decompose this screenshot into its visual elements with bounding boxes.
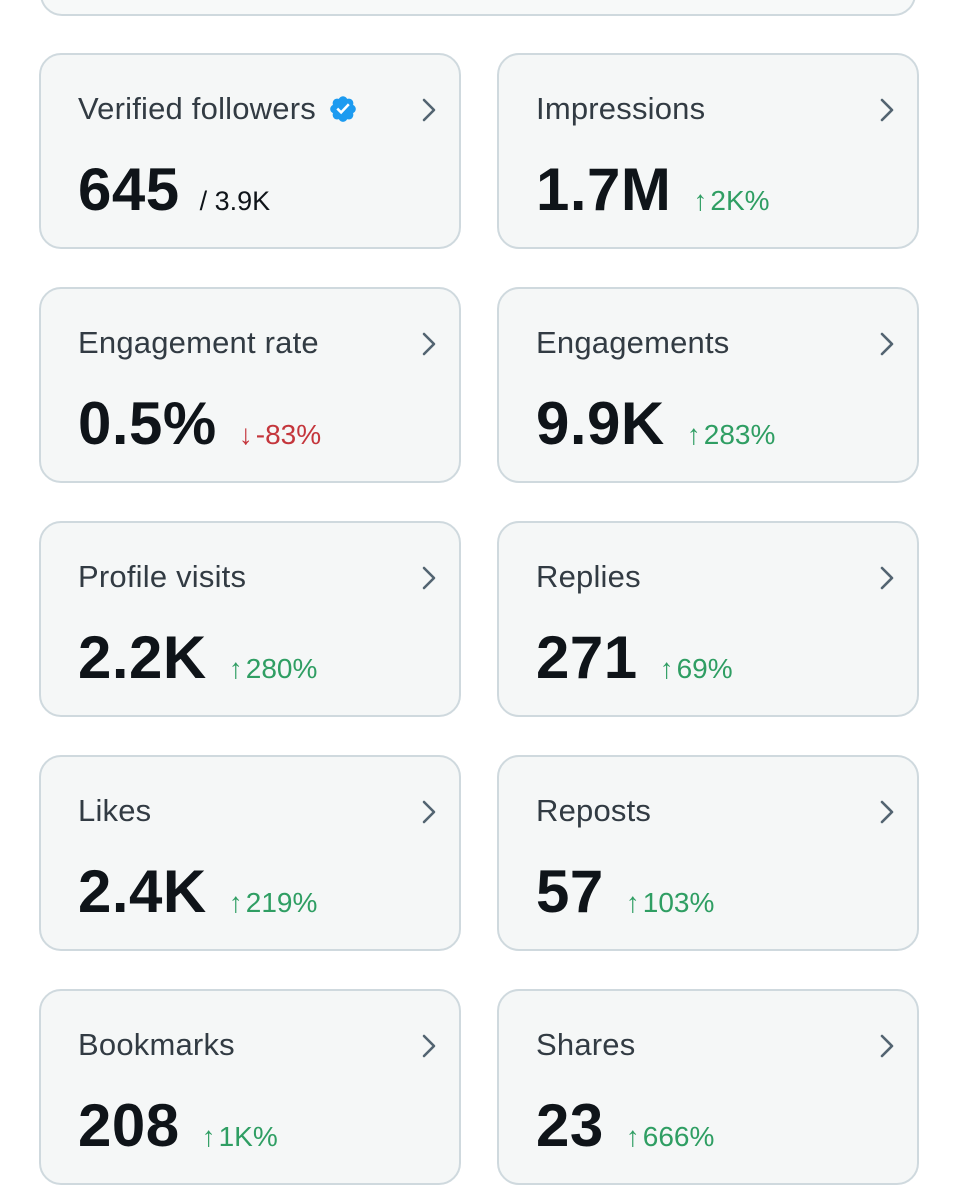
metric-change: ↑ 280%: [229, 653, 318, 685]
chevron-right-icon[interactable]: [875, 563, 899, 593]
card-title: Reposts: [536, 793, 651, 829]
metric-value: 208: [78, 1092, 180, 1159]
metric-value-row: 645 / 3.9K: [78, 155, 270, 224]
metric-value-row: 9.9K ↑ 283%: [536, 389, 775, 458]
chevron-right-icon[interactable]: [417, 1031, 441, 1061]
metric-value: 1.7M: [536, 156, 672, 223]
metric-change-value: 2K%: [710, 185, 770, 216]
card-likes[interactable]: Likes 2.4K ↑ 219%: [39, 755, 461, 951]
metric-change-value: 666%: [642, 1121, 715, 1152]
verified-badge-icon: [328, 94, 358, 124]
arrow-up-icon: ↑: [625, 887, 640, 918]
metric-change: ↑ 103%: [626, 887, 715, 919]
card-title: Engagement rate: [78, 325, 319, 361]
card-title: Engagements: [536, 325, 730, 361]
metric-change: ↑ 666%: [626, 1121, 715, 1153]
arrow-up-icon: ↑: [659, 653, 674, 684]
arrow-up-icon: ↑: [201, 1121, 216, 1152]
metric-change-value: 69%: [676, 653, 733, 684]
metric-value: 645: [78, 156, 180, 223]
arrow-up-icon: ↑: [625, 1121, 640, 1152]
card-title: Replies: [536, 559, 641, 595]
card-title-text: Bookmarks: [78, 1027, 235, 1062]
metric-value-row: 57 ↑ 103%: [536, 857, 714, 926]
chevron-right-icon[interactable]: [417, 563, 441, 593]
card-impressions[interactable]: Impressions 1.7M ↑ 2K%: [497, 53, 919, 249]
metric-total: / 3.9K: [199, 186, 271, 216]
metric-value-row: 23 ↑ 666%: [536, 1091, 714, 1160]
metric-value-row: 271 ↑ 69%: [536, 623, 733, 692]
card-shares[interactable]: Shares 23 ↑ 666%: [497, 989, 919, 1185]
card-title-text: Replies: [536, 559, 641, 594]
chevron-right-icon[interactable]: [875, 95, 899, 125]
metric-value: 57: [536, 858, 604, 925]
metric-value: 0.5%: [78, 390, 217, 457]
metric-change: ↑ 69%: [660, 653, 733, 685]
metric-change-value: -83%: [255, 419, 322, 450]
card-title-text: Shares: [536, 1027, 636, 1062]
metric-value: 271: [536, 624, 638, 691]
chevron-right-icon[interactable]: [875, 797, 899, 827]
metric-change: ↑ 283%: [687, 419, 776, 451]
card-title-text: Impressions: [536, 91, 706, 126]
metric-value: 23: [536, 1092, 604, 1159]
card-engagement-rate[interactable]: Engagement rate 0.5% ↓ -83%: [39, 287, 461, 483]
metric-value: 2.4K: [78, 858, 207, 925]
previous-card-partial: [40, 0, 916, 16]
metric-value: 2.2K: [78, 624, 207, 691]
card-title: Bookmarks: [78, 1027, 235, 1063]
card-title: Shares: [536, 1027, 635, 1063]
arrow-up-icon: ↑: [686, 419, 701, 450]
metric-change: ↑ 2K%: [693, 185, 769, 217]
metric-value-row: 1.7M ↑ 2K%: [536, 155, 770, 224]
metric-change: ↑ 219%: [229, 887, 318, 919]
metric-change-value: 219%: [245, 887, 318, 918]
card-reposts[interactable]: Reposts 57 ↑ 103%: [497, 755, 919, 951]
card-title-text: Likes: [78, 793, 152, 828]
chevron-right-icon[interactable]: [417, 797, 441, 827]
metric-value: 9.9K: [536, 390, 665, 457]
metric-change-value: 280%: [245, 653, 318, 684]
metric-value-row: 2.2K ↑ 280%: [78, 623, 317, 692]
metric-value-row: 208 ↑ 1K%: [78, 1091, 278, 1160]
arrow-up-icon: ↑: [228, 887, 243, 918]
metric-change: ↑ 1K%: [202, 1121, 278, 1153]
metric-value-row: 0.5% ↓ -83%: [78, 389, 321, 458]
chevron-right-icon[interactable]: [875, 1031, 899, 1061]
metric-change-value: 103%: [642, 887, 715, 918]
card-title-text: Engagements: [536, 325, 730, 360]
chevron-right-icon[interactable]: [417, 95, 441, 125]
card-profile-visits[interactable]: Profile visits 2.2K ↑ 280%: [39, 521, 461, 717]
arrow-up-icon: ↑: [228, 653, 243, 684]
card-title-text: Reposts: [536, 793, 652, 828]
card-engagements[interactable]: Engagements 9.9K ↑ 283%: [497, 287, 919, 483]
metric-change-value: 1K%: [218, 1121, 278, 1152]
card-title-text: Engagement rate: [78, 325, 319, 360]
arrow-down-icon: ↓: [238, 419, 253, 450]
metric-change-value: 283%: [703, 419, 776, 450]
arrow-up-icon: ↑: [693, 185, 708, 216]
card-replies[interactable]: Replies 271 ↑ 69%: [497, 521, 919, 717]
card-bookmarks[interactable]: Bookmarks 208 ↑ 1K%: [39, 989, 461, 1185]
chevron-right-icon[interactable]: [875, 329, 899, 359]
card-verified-followers[interactable]: Verified followers 645 / 3.9K: [39, 53, 461, 249]
card-title-text: Verified followers: [78, 91, 316, 126]
card-title: Profile visits: [78, 559, 246, 595]
card-title: Impressions: [536, 91, 705, 127]
card-title: Likes: [78, 793, 151, 829]
card-title-text: Profile visits: [78, 559, 247, 594]
chevron-right-icon[interactable]: [417, 329, 441, 359]
card-title: Verified followers: [78, 91, 358, 127]
metric-change: ↓ -83%: [239, 419, 321, 451]
metric-value-row: 2.4K ↑ 219%: [78, 857, 317, 926]
